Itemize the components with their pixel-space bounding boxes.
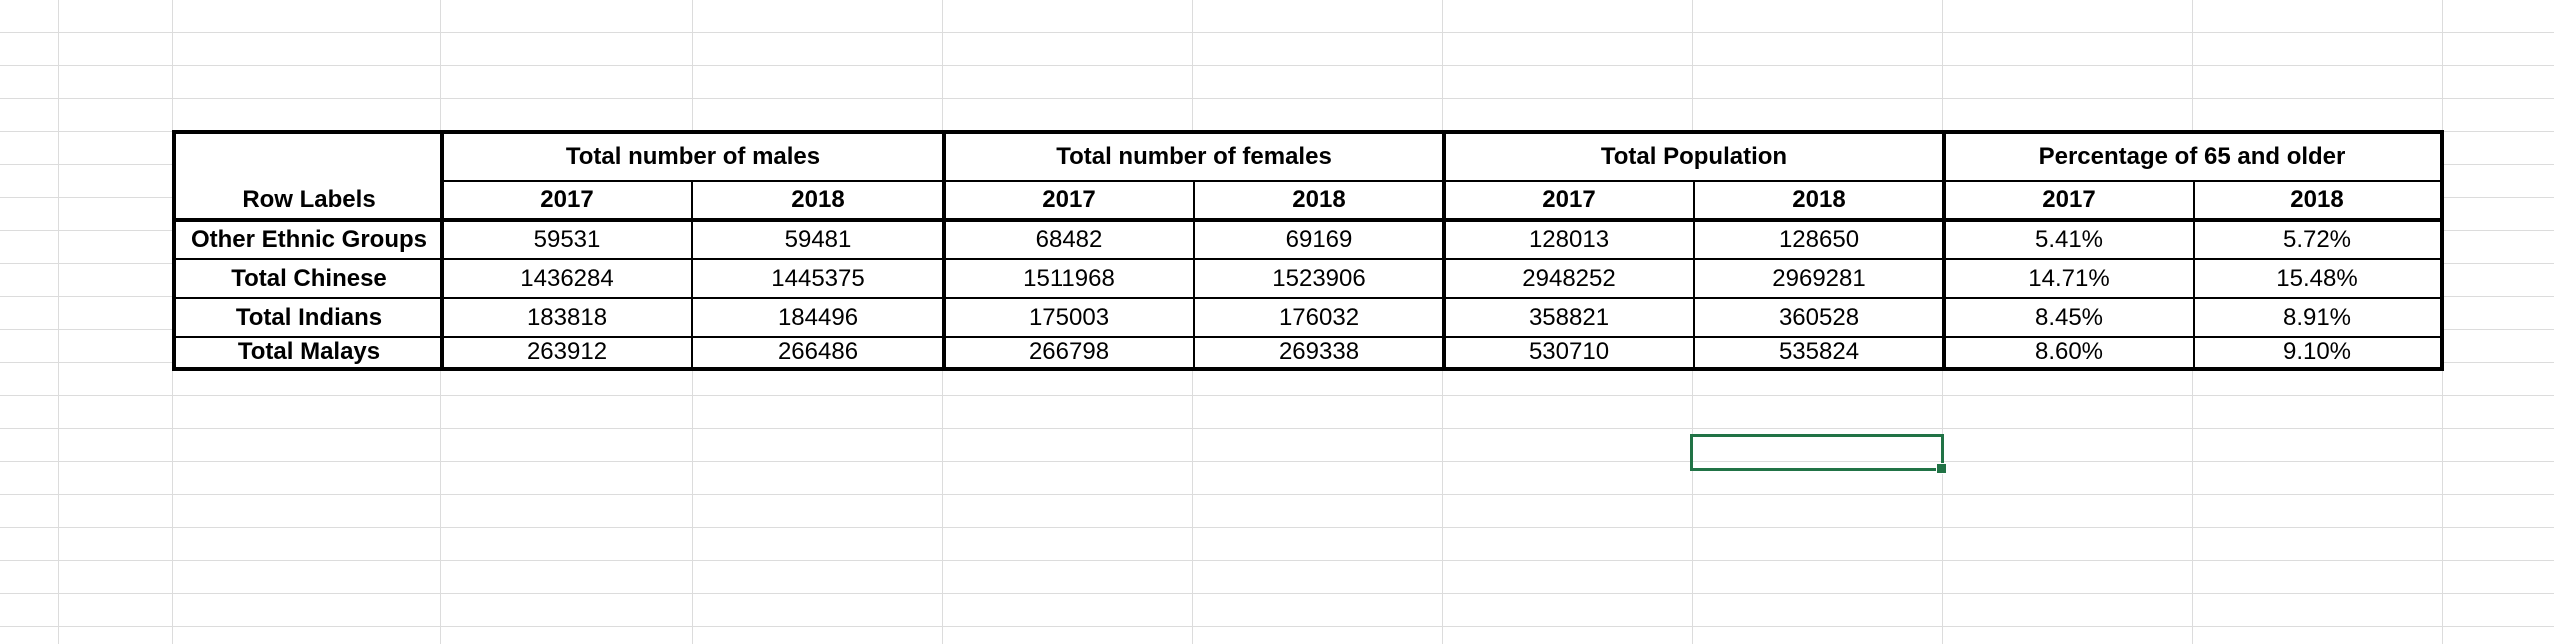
table-cell[interactable]: 8.91% — [2282, 303, 2352, 331]
table-cell[interactable]: 263912 — [526, 338, 608, 365]
row-label[interactable]: Total Malays — [237, 338, 381, 365]
table-cell[interactable]: 15.48% — [2276, 264, 2358, 292]
table-cell[interactable]: 1523906 — [1272, 264, 1366, 292]
table-border — [440, 134, 444, 367]
table-cell[interactable]: 175003 — [1028, 303, 1110, 331]
table-cell[interactable]: 266486 — [777, 338, 859, 365]
table-cell[interactable]: 266798 — [1028, 338, 1110, 365]
year-header[interactable]: 2018 — [1292, 186, 1346, 213]
table-cell[interactable]: 530710 — [1528, 338, 1610, 365]
group-header-males[interactable]: Total number of males — [565, 143, 821, 170]
column-gridline — [58, 0, 59, 644]
table-cell[interactable]: 1445375 — [771, 264, 865, 292]
table-cell[interactable]: 8.60% — [2034, 338, 2104, 365]
table-border — [1193, 180, 1195, 367]
table-cell[interactable]: 1511968 — [1023, 264, 1115, 292]
table-cell[interactable]: 128013 — [1528, 225, 1610, 253]
pivot-table[interactable]: Row Labels Total number of males Total n… — [172, 130, 2444, 371]
table-cell[interactable]: 358821 — [1528, 303, 1610, 331]
table-border — [1693, 180, 1695, 367]
table-border — [176, 218, 2440, 222]
table-cell[interactable]: 269338 — [1278, 338, 1360, 365]
table-border — [176, 336, 2440, 338]
year-header[interactable]: 2018 — [2290, 186, 2344, 213]
table-border — [1442, 134, 1446, 367]
table-cell[interactable]: 184496 — [777, 303, 859, 331]
row-label[interactable]: Total Indians — [235, 303, 383, 331]
table-border — [942, 134, 946, 367]
table-cell[interactable]: 360528 — [1778, 303, 1860, 331]
table-cell[interactable]: 59481 — [784, 225, 852, 253]
table-border — [691, 180, 693, 367]
year-header[interactable]: 2018 — [1792, 186, 1846, 213]
table-cell[interactable]: 59531 — [533, 225, 601, 253]
group-header-population[interactable]: Total Population — [1600, 143, 1788, 170]
table-cell[interactable]: 5.72% — [2282, 225, 2352, 253]
table-cell[interactable]: 2969281 — [1772, 264, 1866, 292]
table-cell[interactable]: 1436284 — [520, 264, 614, 292]
table-cell[interactable]: 535824 — [1778, 338, 1860, 365]
row-label[interactable]: Total Chinese — [231, 264, 387, 292]
table-border — [442, 180, 2440, 182]
table-border — [176, 258, 2440, 260]
table-cell[interactable]: 9.10% — [2282, 338, 2352, 365]
fill-handle[interactable] — [1936, 463, 1947, 474]
year-header[interactable]: 2018 — [791, 186, 845, 213]
table-border — [176, 297, 2440, 299]
year-header[interactable]: 2017 — [1042, 186, 1096, 213]
year-header[interactable]: 2017 — [2042, 186, 2096, 213]
table-cell[interactable]: 8.45% — [2034, 303, 2104, 331]
table-cell[interactable]: 69169 — [1285, 225, 1353, 253]
year-header[interactable]: 2017 — [1542, 186, 1596, 213]
table-cell[interactable]: 14.71% — [2028, 264, 2110, 292]
table-border — [2193, 180, 2195, 367]
table-cell[interactable]: 5.41% — [2034, 225, 2104, 253]
group-header-percentage-65-older[interactable]: Percentage of 65 and older — [2038, 143, 2346, 170]
row-labels-header[interactable]: Row Labels — [242, 186, 376, 213]
table-cell[interactable]: 128650 — [1778, 225, 1860, 253]
selected-cell[interactable] — [1690, 434, 1947, 474]
group-header-females[interactable]: Total number of females — [1056, 143, 1332, 170]
year-header[interactable]: 2017 — [540, 186, 594, 213]
table-cell[interactable]: 183818 — [526, 303, 608, 331]
table-cell[interactable]: 176032 — [1278, 303, 1360, 331]
table-border — [1942, 134, 1946, 367]
table-cell[interactable]: 68482 — [1035, 225, 1103, 253]
table-cell[interactable]: 2948252 — [1522, 264, 1616, 292]
row-label[interactable]: Other Ethnic Groups — [190, 225, 427, 253]
